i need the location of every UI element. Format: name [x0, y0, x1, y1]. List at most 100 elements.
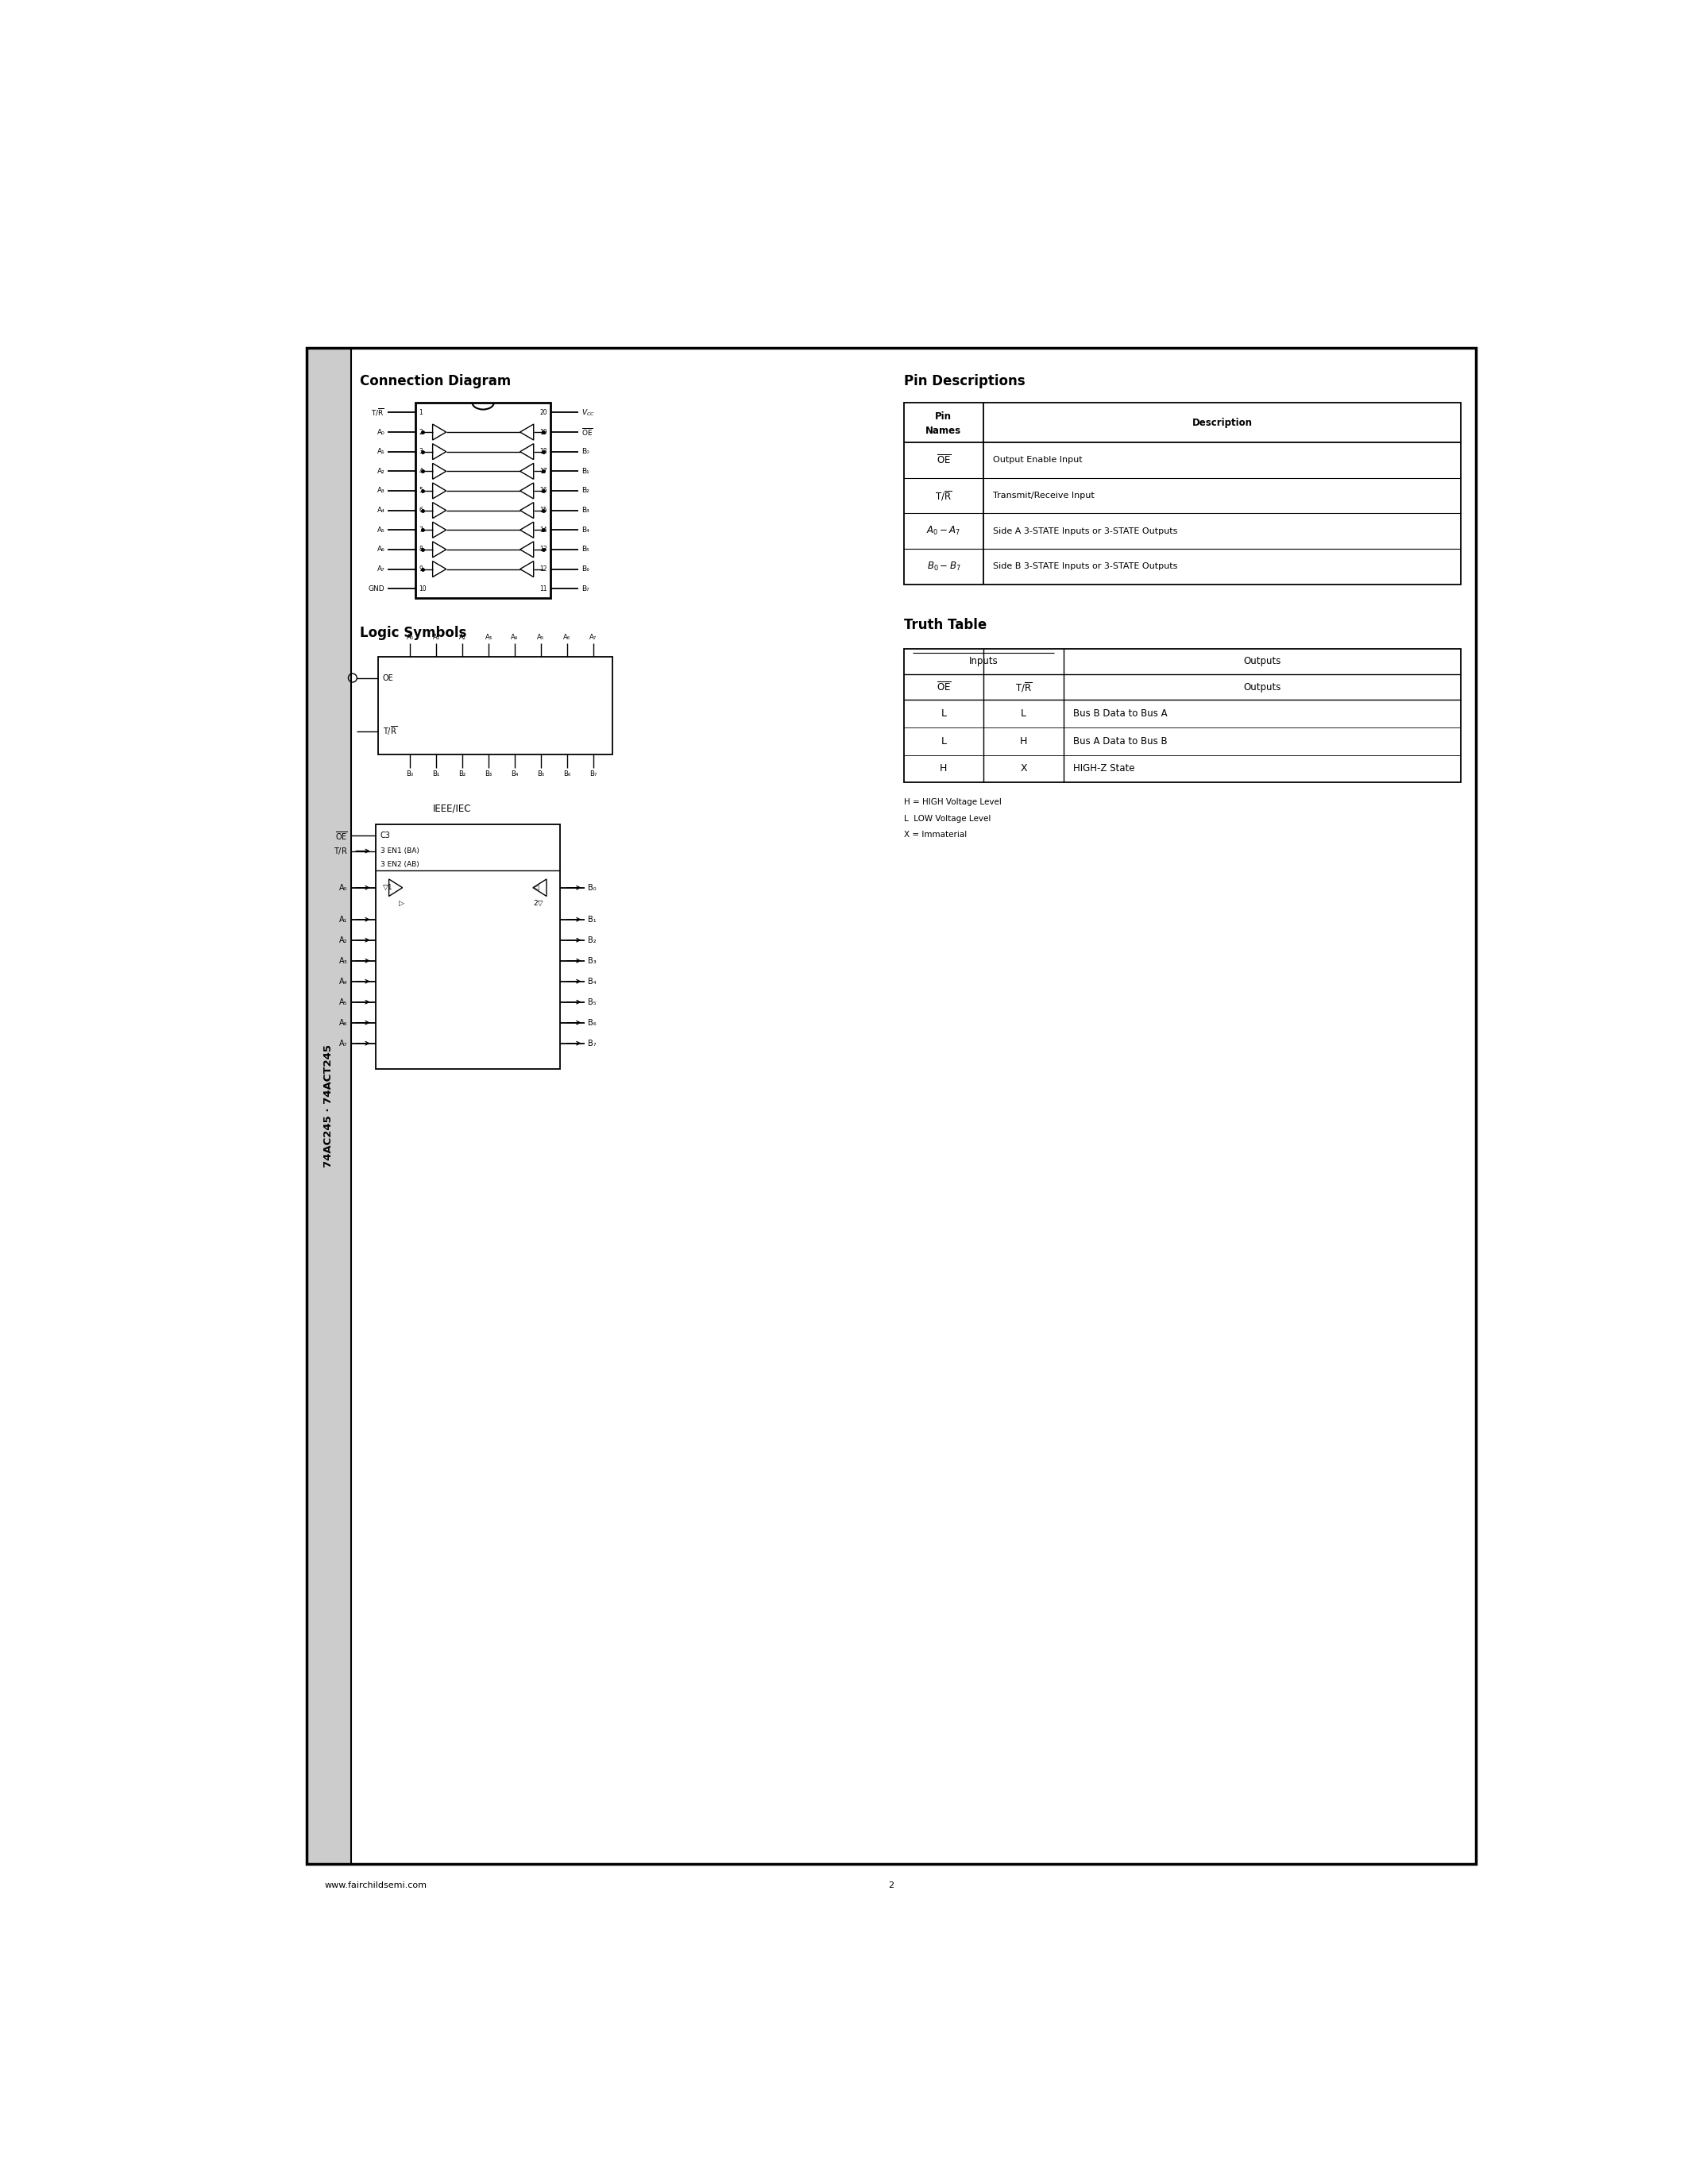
Text: A₇: A₇	[376, 566, 385, 572]
Text: Output Enable Input: Output Enable Input	[993, 456, 1082, 465]
Text: 14: 14	[540, 526, 547, 533]
Text: 2: 2	[888, 1883, 895, 1889]
Text: Pin: Pin	[935, 411, 952, 422]
Text: $\mathrm{T/\overline{R}}$: $\mathrm{T/\overline{R}}$	[383, 725, 397, 738]
Text: A₆: A₆	[376, 546, 385, 553]
Text: B₄: B₄	[582, 526, 589, 533]
Text: 3 EN2 (AB): 3 EN2 (AB)	[380, 860, 419, 867]
Text: A₂: A₂	[376, 467, 385, 474]
Bar	[307, 347, 1475, 1865]
Text: 2: 2	[419, 428, 424, 435]
Text: B₀: B₀	[582, 448, 589, 454]
Text: GND: GND	[368, 585, 385, 592]
Text: 8: 8	[419, 546, 424, 553]
Text: Side A 3-STATE Inputs or 3-STATE Outputs: Side A 3-STATE Inputs or 3-STATE Outputs	[993, 526, 1178, 535]
Text: B₆: B₆	[587, 1018, 596, 1026]
Text: OE: OE	[383, 675, 393, 681]
Text: 17: 17	[540, 467, 547, 474]
Text: Outputs: Outputs	[1244, 681, 1281, 692]
Text: B₇: B₇	[587, 1040, 596, 1048]
Text: 7: 7	[419, 526, 424, 533]
Text: A₁: A₁	[376, 448, 385, 454]
Text: Bus A Data to Bus B: Bus A Data to Bus B	[1074, 736, 1166, 747]
Text: ▽1: ▽1	[383, 885, 393, 891]
Text: Side B 3-STATE Inputs or 3-STATE Outputs: Side B 3-STATE Inputs or 3-STATE Outputs	[993, 563, 1178, 570]
Text: Truth Table: Truth Table	[903, 618, 986, 633]
Text: A₄: A₄	[339, 978, 348, 985]
Text: $\overline{\mathrm{OE}}$: $\overline{\mathrm{OE}}$	[582, 426, 594, 437]
Text: Bus B Data to Bus A: Bus B Data to Bus A	[1074, 708, 1166, 719]
Text: 10: 10	[419, 585, 427, 592]
Text: A₁: A₁	[432, 633, 441, 640]
Text: B₁: B₁	[587, 915, 596, 924]
Text: B₆: B₆	[582, 566, 589, 572]
Text: 5: 5	[419, 487, 424, 494]
Text: B₀: B₀	[407, 771, 414, 778]
Text: $\overline{\mathrm{OE}}$: $\overline{\mathrm{OE}}$	[937, 681, 950, 692]
Text: A₄: A₄	[376, 507, 385, 513]
Text: L: L	[1021, 708, 1026, 719]
Text: $\mathrm{T/\overline{R}}$: $\mathrm{T/\overline{R}}$	[1014, 681, 1031, 695]
Text: $\mathrm{T/R}$: $\mathrm{T/R}$	[334, 845, 348, 856]
Text: B₅: B₅	[587, 998, 596, 1007]
Text: 4: 4	[419, 467, 424, 474]
Text: 16: 16	[540, 487, 547, 494]
Text: ▷: ▷	[398, 900, 403, 906]
Text: 74AC245 · 74ACT245: 74AC245 · 74ACT245	[324, 1044, 334, 1168]
Text: B₃: B₃	[587, 957, 596, 965]
Text: L  LOW Voltage Level: L LOW Voltage Level	[903, 815, 991, 823]
Bar	[375, 826, 560, 1070]
Text: 6: 6	[419, 507, 424, 513]
Text: B₄: B₄	[587, 978, 596, 985]
Text: B₄: B₄	[511, 771, 518, 778]
Text: Outputs: Outputs	[1244, 655, 1281, 666]
Text: B₁: B₁	[432, 771, 441, 778]
Text: H: H	[1020, 736, 1028, 747]
Text: ◁: ◁	[533, 885, 538, 891]
Text: B₃: B₃	[484, 771, 493, 778]
Text: $\overline{\mathrm{OE}}$: $\overline{\mathrm{OE}}$	[937, 454, 950, 467]
Text: A₀: A₀	[339, 885, 348, 891]
Text: $\overline{\mathrm{OE}}$: $\overline{\mathrm{OE}}$	[336, 830, 348, 841]
Text: B₅: B₅	[537, 771, 545, 778]
Text: www.fairchildsemi.com: www.fairchildsemi.com	[324, 1883, 427, 1889]
Text: 3 EN1 (BA): 3 EN1 (BA)	[380, 847, 419, 854]
Text: HIGH-Z State: HIGH-Z State	[1074, 764, 1134, 773]
Text: Names: Names	[925, 426, 962, 437]
Text: B₂: B₂	[459, 771, 466, 778]
Text: 11: 11	[540, 585, 547, 592]
Text: B₀: B₀	[587, 885, 596, 891]
Text: A₃: A₃	[376, 487, 385, 494]
Text: 13: 13	[540, 546, 547, 553]
Text: $A_0-A_7$: $A_0-A_7$	[927, 524, 960, 537]
Text: $V_{CC}$: $V_{CC}$	[582, 408, 596, 417]
Text: B₁: B₁	[582, 467, 589, 474]
Text: A₇: A₇	[339, 1040, 348, 1048]
Text: X = Immaterial: X = Immaterial	[903, 832, 967, 839]
Text: B₂: B₂	[587, 937, 596, 943]
Bar	[903, 402, 1460, 585]
Text: A₆: A₆	[564, 633, 571, 640]
Text: L: L	[940, 736, 947, 747]
Text: A₀: A₀	[407, 633, 414, 640]
Text: L: L	[940, 708, 947, 719]
Text: 9: 9	[419, 566, 424, 572]
Bar	[415, 402, 550, 598]
Bar	[903, 649, 1460, 782]
Text: A₅: A₅	[339, 998, 348, 1007]
Text: A₄: A₄	[511, 633, 518, 640]
Text: 12: 12	[540, 566, 547, 572]
Text: A₂: A₂	[339, 937, 348, 943]
Text: B₇: B₇	[582, 585, 589, 592]
Text: 19: 19	[540, 428, 547, 435]
Text: H: H	[940, 764, 947, 773]
Text: 15: 15	[540, 507, 547, 513]
Text: A₃: A₃	[484, 633, 493, 640]
Text: B₅: B₅	[582, 546, 589, 553]
Bar	[378, 657, 613, 753]
Text: X: X	[1020, 764, 1026, 773]
Text: A₂: A₂	[459, 633, 466, 640]
Text: $\mathrm{T/\overline{R}}$: $\mathrm{T/\overline{R}}$	[371, 406, 385, 417]
Text: Inputs: Inputs	[969, 655, 998, 666]
Text: 18: 18	[540, 448, 547, 454]
